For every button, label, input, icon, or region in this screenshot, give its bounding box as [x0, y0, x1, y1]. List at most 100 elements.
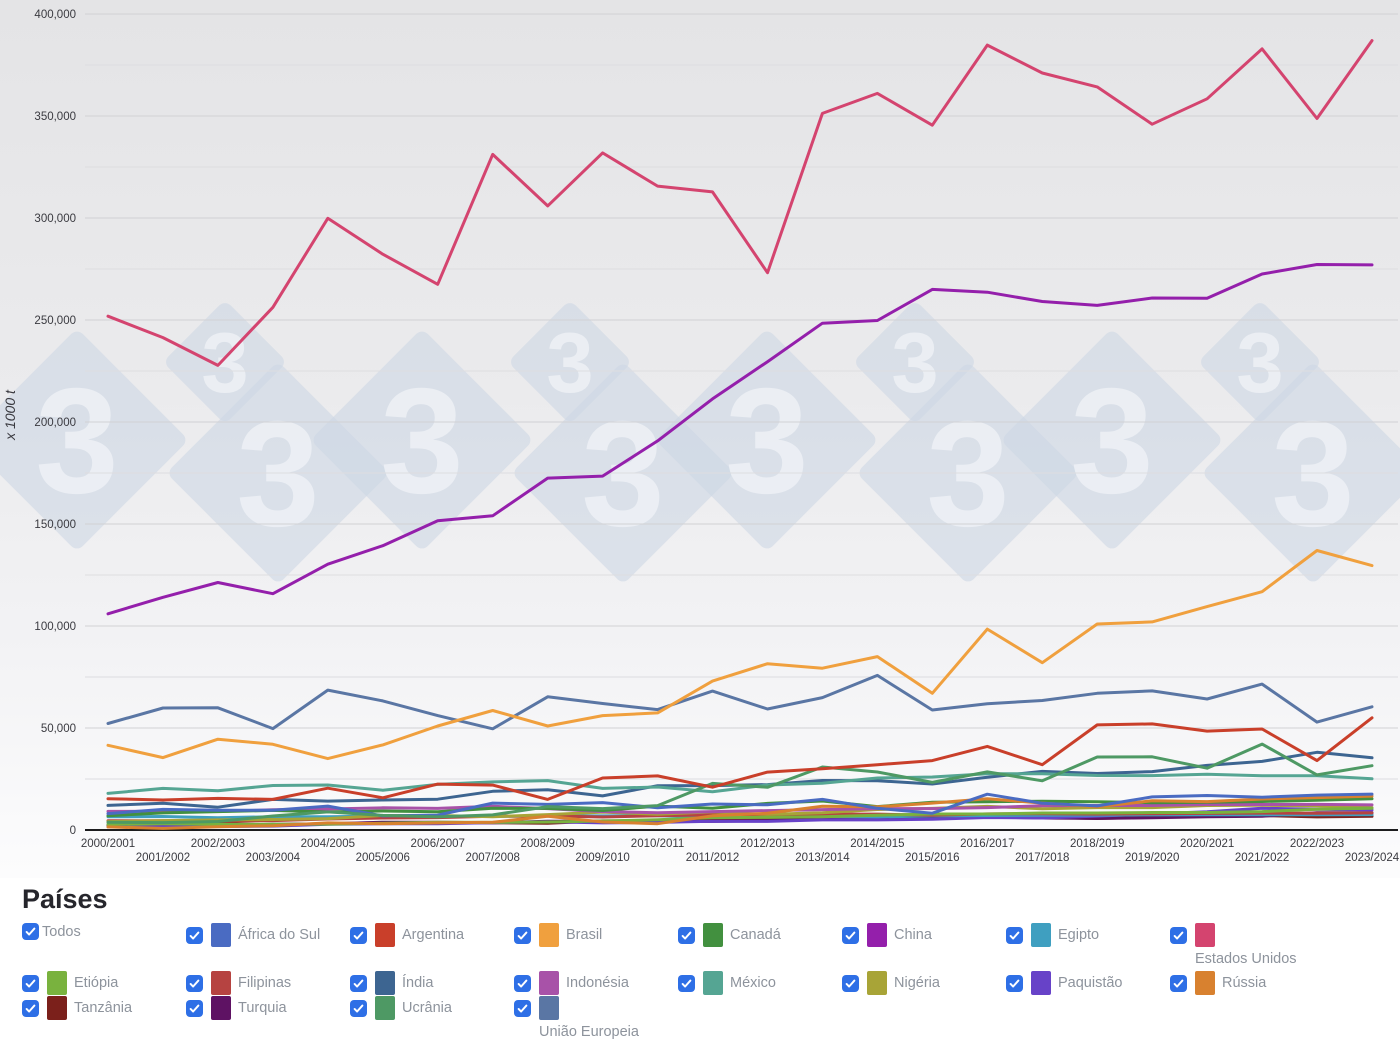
legend-item-china[interactable]: China: [842, 923, 1006, 947]
legend-item-india[interactable]: Índia: [350, 971, 514, 995]
x-tick-label: 2022/2023: [1290, 838, 1344, 850]
canada-checkbox[interactable]: [678, 926, 695, 944]
watermark-3-glyph: 3: [725, 357, 808, 525]
estados-unidos-color-swatch: [1195, 923, 1215, 947]
x-tick-label: 2010/2011: [631, 838, 685, 850]
watermark-3-glyph: 3: [546, 316, 593, 411]
y-tick-label: 100,000: [34, 621, 76, 633]
check-icon: [189, 1004, 200, 1012]
uniao-europeia-checkbox[interactable]: [514, 999, 531, 1017]
legend-item-estados-unidos[interactable]: Estados Unidos: [1170, 923, 1334, 967]
legend-item-etiopia[interactable]: Etiópia: [22, 971, 186, 995]
x-tick-label: 2019/2020: [1125, 852, 1179, 864]
argentina-checkbox[interactable]: [350, 926, 367, 944]
check-icon: [517, 979, 528, 987]
india-color-swatch: [375, 971, 395, 995]
x-tick-label: 2011/2012: [686, 852, 740, 864]
check-icon: [517, 931, 528, 939]
legend-item-africa-do-sul[interactable]: África do Sul: [186, 923, 350, 947]
ucrania-checkbox[interactable]: [350, 999, 367, 1017]
legend-item-paquistao[interactable]: Paquistão: [1006, 971, 1170, 995]
legend-item-indonesia[interactable]: Indonésia: [514, 971, 678, 995]
filipinas-checkbox[interactable]: [186, 974, 203, 992]
series-line-china[interactable]: [106, 263, 1374, 616]
x-tick-label: 2000/2001: [81, 838, 135, 850]
check-icon: [1009, 979, 1020, 987]
x-tick-label: 2020/2021: [1180, 838, 1234, 850]
legend-item-tanzania[interactable]: Tanzânia: [22, 996, 186, 1020]
legend-item-argentina[interactable]: Argentina: [350, 923, 514, 947]
mexico-checkbox[interactable]: [678, 974, 695, 992]
x-tick-label: 2006/2007: [411, 838, 465, 850]
legend-label: União Europeia: [539, 1024, 639, 1040]
check-icon: [25, 1004, 36, 1012]
russia-checkbox[interactable]: [1170, 974, 1187, 992]
series-line-estados-unidos[interactable]: [106, 39, 1374, 367]
watermark-3-glyph: 3: [1070, 357, 1153, 525]
x-tick-label: 2012/2013: [740, 838, 794, 850]
legend-panel: Países Todos África do Sul Argentina Brasil…: [0, 878, 1400, 1045]
series-line-mexico[interactable]: [106, 772, 1374, 795]
check-icon: [25, 927, 36, 936]
legend-item-filipinas[interactable]: Filipinas: [186, 971, 350, 995]
legend-item-nigeria[interactable]: Nigéria: [842, 971, 1006, 995]
check-icon: [845, 931, 856, 939]
x-tick-label: 2009/2010: [575, 852, 629, 864]
india-checkbox[interactable]: [350, 974, 367, 992]
legend-label: Turquia: [238, 1000, 287, 1016]
etiopia-checkbox[interactable]: [22, 974, 39, 992]
nigeria-checkbox[interactable]: [842, 974, 859, 992]
egipto-checkbox[interactable]: [1006, 926, 1023, 944]
china-checkbox[interactable]: [842, 926, 859, 944]
legend-item-brasil[interactable]: Brasil: [514, 923, 678, 947]
legend-label: Etiópia: [74, 975, 119, 991]
series-line-argentina[interactable]: [106, 716, 1374, 802]
legend-label: Canadá: [730, 927, 781, 943]
series-line-ucrania[interactable]: [106, 742, 1374, 825]
check-icon: [845, 979, 856, 987]
legend-label: Filipinas: [238, 975, 292, 991]
argentina-color-swatch: [375, 923, 395, 947]
check-icon: [189, 931, 200, 939]
tanzania-color-swatch: [47, 996, 67, 1020]
x-tick-label: 2013/2014: [795, 852, 850, 864]
brasil-checkbox[interactable]: [514, 926, 531, 944]
todos-checkbox[interactable]: [22, 923, 39, 940]
x-tick-label: 2018/2019: [1070, 838, 1124, 850]
legend-label: China: [894, 927, 932, 943]
africa-do-sul-checkbox[interactable]: [186, 926, 203, 944]
series-line-indonesia[interactable]: [106, 802, 1374, 815]
legend-item-todos[interactable]: Todos: [22, 923, 186, 940]
y-tick-label: 400,000: [34, 9, 76, 21]
check-icon: [353, 979, 364, 987]
series-line-uniao-europeia[interactable]: [106, 673, 1374, 731]
legend-item-turquia[interactable]: Turquia: [186, 996, 350, 1020]
check-icon: [353, 931, 364, 939]
watermark-diamond: [313, 331, 531, 549]
legend-item-ucrania[interactable]: Ucrânia: [350, 996, 514, 1020]
legend-item-canada[interactable]: Canadá: [678, 923, 842, 947]
legend-rows: Todos África do Sul Argentina Brasil Canadá C…: [0, 923, 1400, 1040]
turquia-checkbox[interactable]: [186, 999, 203, 1017]
x-tick-label: 2005/2006: [356, 852, 410, 864]
watermark-diamond: [658, 331, 876, 549]
tanzania-checkbox[interactable]: [22, 999, 39, 1017]
indonesia-checkbox[interactable]: [514, 974, 531, 992]
series-line-brasil[interactable]: [106, 549, 1374, 761]
legend-item-uniao-europeia[interactable]: União Europeia: [514, 996, 678, 1040]
legend-label: Rússia: [1222, 975, 1267, 991]
check-icon: [681, 979, 692, 987]
legend-label: México: [730, 975, 776, 991]
legend-item-egipto[interactable]: Egipto: [1006, 923, 1170, 947]
x-tick-label: 2023/2024: [1345, 852, 1400, 864]
legend-item-mexico[interactable]: México: [678, 971, 842, 995]
y-tick-label: 0: [70, 825, 76, 837]
legend-label: Indonésia: [566, 975, 629, 991]
series-line-russia[interactable]: [106, 794, 1374, 830]
legend-item-russia[interactable]: Rússia: [1170, 971, 1334, 995]
series-line-africa-do-sul[interactable]: [106, 792, 1374, 818]
paquistao-checkbox[interactable]: [1006, 974, 1023, 992]
brasil-color-swatch: [539, 923, 559, 947]
estados-unidos-checkbox[interactable]: [1170, 926, 1187, 944]
